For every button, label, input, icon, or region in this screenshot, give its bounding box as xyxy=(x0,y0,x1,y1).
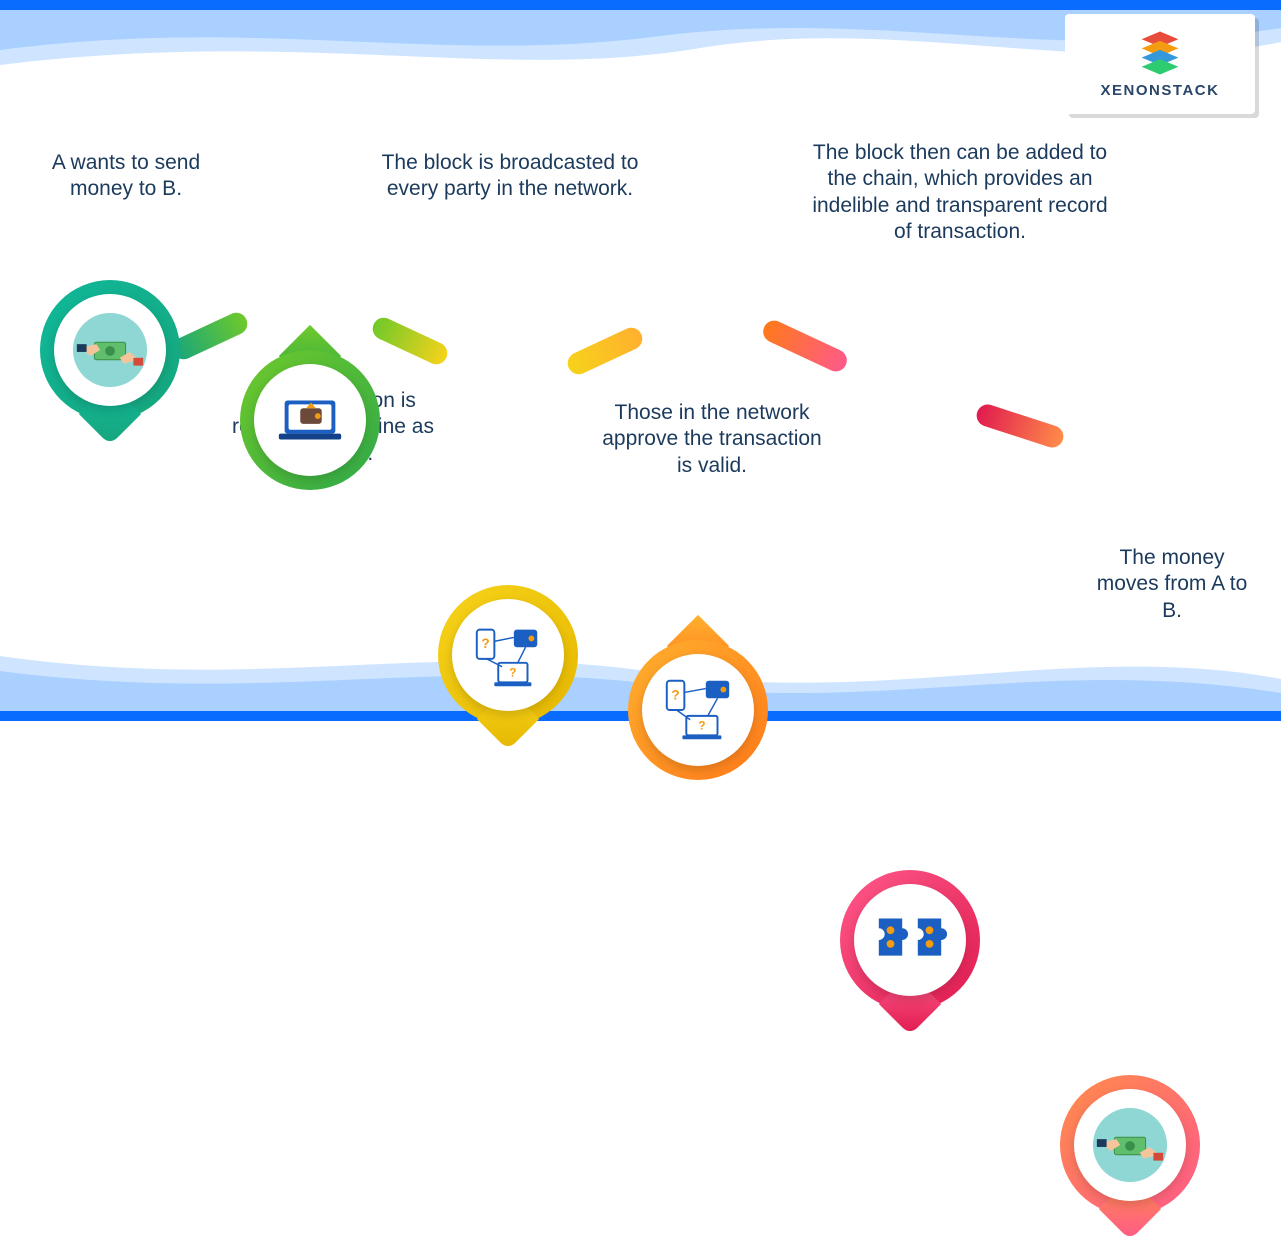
brand-stack-icon xyxy=(1137,30,1183,76)
laptop-wallet-icon xyxy=(271,381,349,459)
step-3-drop: ? ? xyxy=(438,585,578,725)
step-4-drop: ? ? xyxy=(628,640,768,780)
top-bar xyxy=(0,0,1281,10)
svg-text:?: ? xyxy=(509,666,516,679)
brand-name: XENONSTACK xyxy=(1101,82,1220,99)
step-6-caption-wrap: The money moves from A to B. xyxy=(1092,545,1252,624)
step-5-caption-wrap: The block then can be added to the chain… xyxy=(810,140,1110,245)
step-6-inner xyxy=(1074,1089,1186,1201)
brand-logo-card: XENONSTACK xyxy=(1065,14,1255,114)
broadcast-devices-icon: ? ? xyxy=(469,616,547,694)
connector-2-3 xyxy=(369,314,451,368)
step-4-inner: ? ? xyxy=(642,654,754,766)
connector-5-6 xyxy=(974,402,1066,451)
svg-text:?: ? xyxy=(481,636,489,651)
step-5-caption: The block then can be added to the chain… xyxy=(810,140,1110,245)
step-3-inner: ? ? xyxy=(452,599,564,711)
step-4-caption-wrap: Those in the network approve the transac… xyxy=(592,400,832,479)
approve-devices-icon: ? ? xyxy=(659,671,737,749)
logo-layer-4 xyxy=(1142,59,1179,74)
step-4-caption: Those in the network approve the transac… xyxy=(592,400,832,479)
svg-text:?: ? xyxy=(698,720,705,733)
hands-money-icon xyxy=(71,311,149,389)
step-5-drop xyxy=(840,870,980,1010)
step-1-caption-wrap: A wants to send money to B. xyxy=(26,150,226,203)
step-6-caption: The money moves from A to B. xyxy=(1092,545,1252,624)
step-1-caption: A wants to send money to B. xyxy=(26,150,226,203)
step-2-inner xyxy=(254,364,366,476)
step-3-caption: The block is broadcasted to every party … xyxy=(370,150,650,203)
step-3-caption-wrap: The block is broadcasted to every party … xyxy=(370,150,650,203)
connector-4-5 xyxy=(760,317,851,375)
step-2-drop xyxy=(240,350,380,490)
hands-money-icon xyxy=(1091,1106,1169,1184)
chain-puzzle-icon xyxy=(871,901,949,979)
step-5-inner xyxy=(854,884,966,996)
process-flow: A wants to send money to B. The transact… xyxy=(0,150,1281,610)
svg-text:?: ? xyxy=(671,687,679,702)
step-1-inner xyxy=(54,294,166,406)
step-6-drop xyxy=(1060,1075,1200,1215)
connector-3-4 xyxy=(564,324,646,378)
connector-1-2 xyxy=(169,309,251,363)
step-1-drop xyxy=(40,280,180,420)
logo-layers xyxy=(1142,31,1179,74)
